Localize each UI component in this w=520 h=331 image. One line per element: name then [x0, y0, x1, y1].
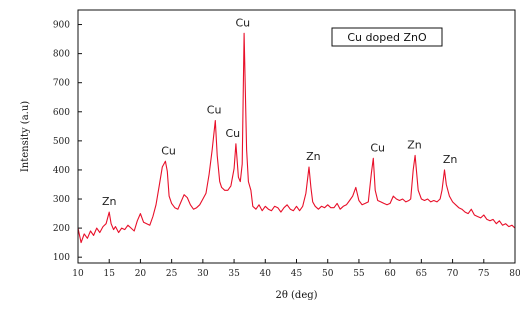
plot-frame — [77, 9, 516, 264]
x-tick-label: 40 — [260, 269, 272, 279]
xrd-pattern-line — [77, 32, 516, 244]
legend-label: Cu doped ZnO — [347, 31, 427, 44]
x-tick-label: 20 — [135, 269, 147, 279]
y-tick-label: 400 — [53, 166, 70, 176]
peak-label: Zn — [407, 138, 422, 151]
y-tick-label: 100 — [53, 253, 70, 263]
x-tick-label: 35 — [228, 269, 240, 279]
peak-label: Cu — [235, 16, 250, 29]
x-tick-label: 65 — [416, 269, 428, 279]
x-tick-label: 10 — [72, 269, 84, 279]
x-tick-label: 50 — [322, 269, 334, 279]
y-tick-label: 800 — [53, 50, 70, 60]
x-axis-ticks: 10 15 20 25 30 35 40 45 50 55 60 65 70 75 80 — [72, 259, 520, 279]
series-layer — [77, 32, 516, 244]
y-tick-label: 700 — [53, 79, 70, 89]
legend-box — [331, 27, 443, 47]
y-axis-title: Intensity (a.u) — [20, 101, 31, 172]
x-tick-label: 75 — [478, 269, 490, 279]
peak-label: Cu — [225, 127, 240, 140]
y-tick-label: 200 — [53, 224, 70, 234]
x-tick-label: 45 — [291, 269, 303, 279]
peak-label: Cu — [161, 144, 176, 157]
peak-label: Zn — [306, 150, 321, 163]
x-axis-title: 2θ (deg) — [275, 290, 317, 301]
x-tick-label: 60 — [384, 269, 396, 279]
x-tick-label: 80 — [509, 269, 520, 279]
x-tick-label: 25 — [166, 269, 178, 279]
x-tick-label: 15 — [103, 269, 115, 279]
x-tick-label: 55 — [353, 269, 365, 279]
peak-label: Cu — [207, 104, 222, 117]
peak-label: Zn — [443, 153, 458, 166]
peak-label: Zn — [102, 195, 117, 208]
y-tick-label: 500 — [53, 137, 70, 147]
y-axis-ticks: 100 200 300 400 500 600 700 800 900 — [53, 21, 82, 263]
y-tick-label: 300 — [53, 195, 70, 205]
y-tick-label: 900 — [53, 21, 70, 31]
y-tick-label: 600 — [53, 108, 70, 118]
x-tick-label: 30 — [197, 269, 209, 279]
peak-label: Cu — [370, 141, 385, 154]
x-tick-label: 70 — [447, 269, 459, 279]
legend: Cu doped ZnO — [331, 27, 443, 47]
